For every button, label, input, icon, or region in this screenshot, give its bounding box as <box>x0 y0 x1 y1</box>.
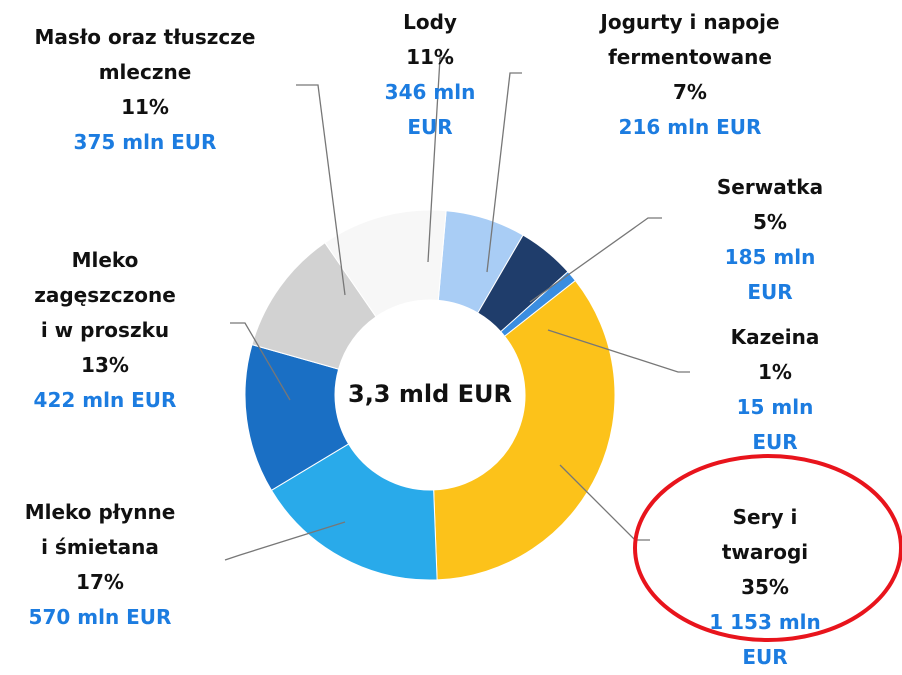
slice-label: Mleko płynne i śmietana 17% 570 mln EUR <box>25 495 176 635</box>
category-label: Masło oraz tłuszcze mleczne <box>34 25 256 84</box>
category-label: Sery i twarogi <box>721 505 809 564</box>
donut-slice <box>270 443 438 581</box>
leader-line <box>224 521 346 561</box>
leader-lines <box>224 57 690 561</box>
slices <box>244 209 616 581</box>
amount-label: 185 mln EUR <box>724 245 816 304</box>
percent-label: 13% <box>81 353 129 377</box>
slice-label: Kazeina 1% 15 mln EUR <box>712 320 839 460</box>
percent-label: 35% <box>741 575 789 599</box>
slice-label: Sery i twarogi 35% 1 153 mln EUR <box>697 500 834 675</box>
donut-slice <box>324 209 447 318</box>
percent-label: 11% <box>121 95 169 119</box>
leader-line <box>296 84 346 296</box>
center-label: 3,3 mld EUR <box>347 380 513 408</box>
donut-chart <box>224 57 902 642</box>
category-label: Jogurty i napoje fermentowane <box>600 10 780 69</box>
percent-label: 11% <box>406 45 454 69</box>
percent-label: 17% <box>76 570 124 594</box>
donut-slice <box>433 279 616 581</box>
amount-label: 375 mln EUR <box>73 130 217 154</box>
amount-label: 1 153 mln EUR <box>709 610 821 669</box>
leader-line <box>486 72 522 273</box>
slice-label: Serwatka 5% 185 mln EUR <box>704 170 836 310</box>
leader-line <box>529 217 662 303</box>
highlight-ellipse <box>633 454 902 642</box>
slice-label: Mleko zagęszczone i w proszku 13% 422 mln … <box>34 243 177 418</box>
category-label: Serwatka <box>716 175 824 199</box>
slice-label: Jogurty i napoje fermentowane 7% 216 mln E… <box>600 5 779 145</box>
category-label: Mleko płynne i śmietana <box>24 500 176 559</box>
amount-label: 346 mln EUR <box>384 80 476 139</box>
percent-label: 5% <box>753 210 787 234</box>
category-label: Kazeina <box>730 325 820 349</box>
leader-line <box>547 329 690 373</box>
chart: 3,3 mld EUR Jogurty i napoje fermentowan… <box>25 5 902 669</box>
category-label: Lody <box>403 10 457 34</box>
amount-label: 15 mln EUR <box>736 395 814 454</box>
slice-label: Lody 11% 346 mln EUR <box>365 5 495 145</box>
leader-line <box>427 57 450 263</box>
amount-label: 570 mln EUR <box>28 605 172 629</box>
category-label: Mleko zagęszczone i w proszku <box>34 248 176 342</box>
leader-line <box>230 322 291 401</box>
percent-label: 1% <box>758 360 792 384</box>
slice-label: Masło oraz tłuszcze mleczne 11% 375 mln EU… <box>35 20 256 160</box>
amount-label: 422 mln EUR <box>33 388 177 412</box>
amount-label: 216 mln EUR <box>618 115 762 139</box>
percent-label: 7% <box>673 80 707 104</box>
